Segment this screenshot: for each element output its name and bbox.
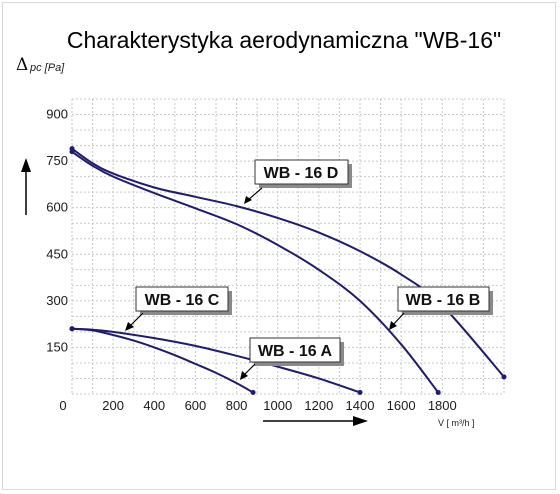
y-direction-arrow — [21, 158, 31, 215]
label-wb16d: WB - 16 D — [244, 159, 352, 204]
y-axis-label-unit: pc [Pa] — [29, 62, 65, 74]
x-tick-labels: 0 200 400 600 800 1000 1200 1400 1600 1800 — [59, 398, 456, 413]
x-tick-label: 0 — [59, 398, 66, 413]
curve-end-point — [501, 374, 507, 380]
y-tick-label: 600 — [46, 200, 68, 215]
chart-frame — [2, 2, 556, 490]
curve-end-point — [357, 389, 363, 395]
x-tick-label: 1000 — [263, 398, 292, 413]
x-direction-arrow — [263, 416, 368, 426]
x-tick-label: 1600 — [387, 398, 416, 413]
x-tick-label: 1200 — [304, 398, 333, 413]
curve-wb-16b — [71, 150, 439, 394]
chart-title: Charakterystyka aerodynamiczna "WB-16" — [67, 27, 501, 53]
curve-start-point — [69, 146, 75, 152]
y-tick-label: 300 — [46, 293, 68, 308]
curves — [69, 146, 507, 395]
curve-start-point — [69, 326, 75, 332]
y-tick-labels: 150 300 450 600 750 900 — [46, 107, 68, 355]
curve-wb-16d — [71, 147, 505, 378]
x-tick-label: 200 — [102, 398, 124, 413]
x-tick-label: 400 — [143, 398, 165, 413]
label-wb16c: WB - 16 C — [125, 286, 232, 331]
x-tick-label: 600 — [185, 398, 207, 413]
x-tick-label: 800 — [226, 398, 248, 413]
label-wb16a: WB - 16 A — [240, 337, 344, 380]
x-tick-label: 1800 — [428, 398, 457, 413]
label-wb16b-text: WB - 16 B — [406, 292, 481, 309]
label-wb16c-text: WB - 16 C — [145, 292, 220, 309]
y-tick-label: 750 — [46, 153, 68, 168]
curve-wb-16a — [71, 327, 254, 394]
curve-end-point — [250, 389, 256, 395]
y-axis-label-symbol: Δ — [16, 55, 28, 75]
label-wb16a-text: WB - 16 A — [258, 343, 333, 360]
y-tick-label: 150 — [46, 339, 68, 354]
y-tick-label: 900 — [46, 107, 68, 122]
curve-wb-16c — [71, 327, 361, 394]
y-tick-label: 450 — [46, 246, 68, 261]
x-axis-label: V [ m³/h ] — [438, 418, 475, 428]
label-wb16d-text: WB - 16 D — [264, 165, 339, 182]
label-wb16b: WB - 16 B — [389, 286, 493, 330]
curve-end-point — [435, 389, 441, 395]
y-axis-label: Δ pc [Pa] — [16, 55, 65, 75]
x-tick-label: 1400 — [346, 398, 375, 413]
